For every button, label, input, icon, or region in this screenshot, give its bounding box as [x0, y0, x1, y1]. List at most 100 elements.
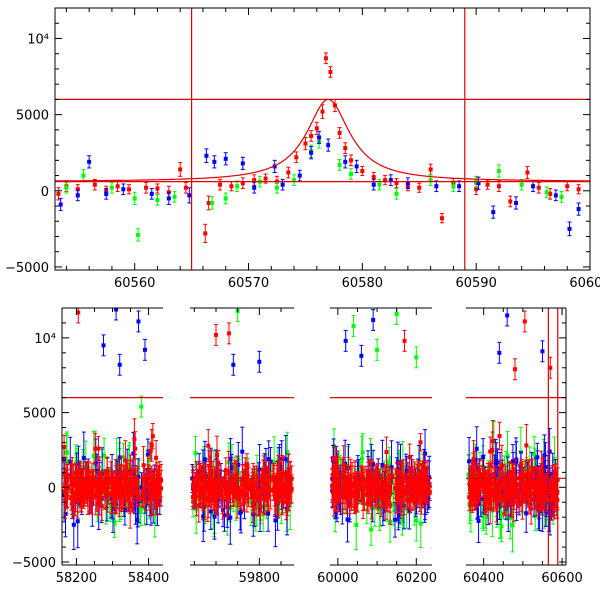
- bottom-data-point: [364, 479, 369, 484]
- bottom-data-point: [382, 497, 387, 502]
- top-data-point: [496, 184, 501, 189]
- top-data-point: [178, 167, 183, 172]
- bottom-data-point: [219, 487, 224, 492]
- top-data-point: [354, 164, 359, 169]
- bottom-data-point: [285, 496, 290, 501]
- bottom-data-point: [400, 517, 405, 522]
- top-data-point: [567, 226, 572, 231]
- top-data-point: [252, 178, 257, 183]
- top-data-point: [252, 185, 257, 190]
- bottom-data-point: [499, 494, 504, 499]
- bottom-data-point: [216, 460, 221, 465]
- y-tick-label: 5000: [16, 109, 49, 124]
- bottom-data-point: [117, 455, 122, 460]
- bottom-data-point: [110, 490, 115, 495]
- bottom-data-point: [203, 473, 208, 478]
- bottom-data-point: [249, 498, 254, 503]
- bottom-data-point: [81, 484, 86, 489]
- bottom-data-point: [273, 518, 278, 523]
- bottom-data-point: [421, 474, 426, 479]
- bottom-data-point: [529, 506, 534, 511]
- bottom-data-point: [236, 462, 241, 467]
- bottom-data-point: [86, 481, 91, 486]
- top-data-point: [326, 143, 331, 148]
- bottom-data-point: [544, 491, 549, 496]
- bottom-data-point: [240, 449, 245, 454]
- bottom-data-point: [472, 497, 477, 502]
- top-data-point: [155, 186, 160, 191]
- bottom-data-point: [75, 519, 80, 524]
- bottom-data-point: [360, 450, 365, 455]
- top-data-point: [121, 187, 126, 192]
- bottom-data-point: [78, 486, 83, 491]
- top-data-point: [531, 184, 536, 189]
- bottom-data-point: [522, 482, 527, 487]
- top-data-point: [565, 184, 570, 189]
- bottom-data-point: [498, 509, 503, 514]
- bottom-data-point: [64, 459, 69, 464]
- bottom-data-point: [280, 497, 285, 502]
- bottom-data-point: [122, 507, 127, 512]
- top-data-point: [317, 135, 322, 140]
- bottom-data-point: [81, 456, 86, 461]
- top-data-point: [394, 181, 399, 186]
- top-data-point: [286, 170, 291, 175]
- top-data-point: [56, 191, 61, 196]
- bottom-panel: 58200 58400 59800 60000 60200 60400 60600−5000…: [12, 307, 583, 586]
- bottom-data-point: [156, 490, 161, 495]
- bottom-data-point: [215, 453, 220, 458]
- bottom-data-point: [474, 446, 479, 451]
- bottom-data-point: [212, 498, 217, 503]
- bottom-data-point: [478, 496, 483, 501]
- top-data-point: [485, 182, 490, 187]
- bottom-data-point: [272, 460, 277, 465]
- bottom-data-point: [471, 456, 476, 461]
- top-data-point: [263, 176, 268, 181]
- top-data-point: [183, 185, 188, 190]
- top-data-point: [297, 173, 302, 178]
- bottom-data-point: [133, 498, 138, 503]
- bottom-data-point: [372, 505, 377, 510]
- bottom-data-point: [508, 515, 513, 520]
- bottom-data-point: [75, 497, 80, 502]
- top-data-point: [294, 155, 299, 160]
- bottom-data-point: [268, 487, 273, 492]
- bottom-data-point: [148, 448, 153, 453]
- bottom-data-point: [499, 524, 504, 529]
- top-data-point: [309, 150, 314, 155]
- top-data-point: [337, 130, 342, 135]
- bottom-data-point: [400, 493, 405, 498]
- bottom-data-point: [515, 488, 520, 493]
- top-data-point: [223, 156, 228, 161]
- bottom-data-point: [345, 517, 350, 522]
- bottom-data-point: [529, 485, 534, 490]
- bottom-data-point: [380, 462, 385, 467]
- bottom-data-point: [233, 482, 238, 487]
- bottom-data-point: [372, 486, 377, 491]
- bottom-data-point: [407, 509, 412, 514]
- top-data-point: [553, 193, 558, 198]
- top-data-point: [166, 196, 171, 201]
- bottom-data-point: [135, 517, 140, 522]
- top-data-point: [75, 187, 80, 192]
- bottom-data-point: [96, 446, 101, 451]
- bottom-data-point: [202, 457, 207, 462]
- bottom-data-point: [476, 518, 481, 523]
- top-series-1: [64, 135, 564, 242]
- top-data-point: [576, 207, 581, 212]
- bottom-data-point: [467, 459, 472, 464]
- bottom-data-point: [394, 470, 399, 475]
- top-data-point: [81, 173, 86, 178]
- bottom-data-point: [515, 497, 520, 502]
- bottom-data-point: [395, 460, 400, 465]
- bottom-data-point: [400, 465, 405, 470]
- bottom-data-point: [152, 482, 157, 487]
- bottom-data-point: [276, 495, 281, 500]
- top-data-point: [172, 194, 177, 199]
- bottom-data-point: [71, 522, 76, 527]
- bottom-data-point: [93, 461, 98, 466]
- top-data-point: [394, 191, 399, 196]
- bottom-data-point: [215, 488, 220, 493]
- top-data-point: [58, 202, 63, 207]
- top-data-point: [417, 185, 422, 190]
